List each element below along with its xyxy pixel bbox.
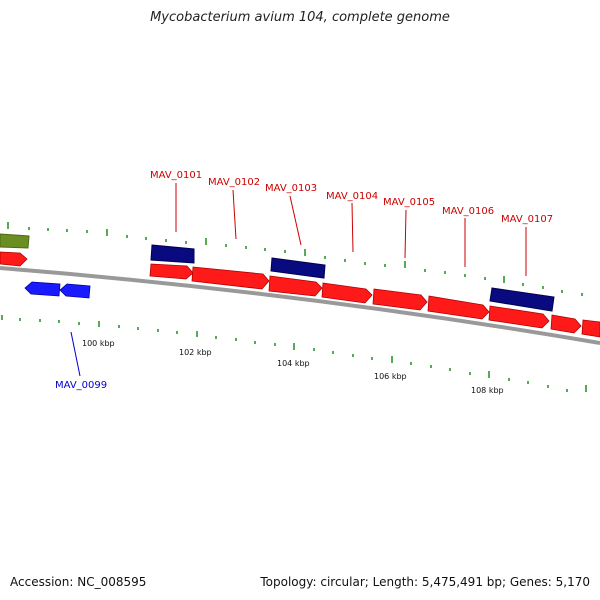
leader-line (289, 195, 302, 246)
accession-text: Accession: NC_008595 (10, 575, 147, 589)
leader-line (404, 209, 407, 259)
leader-line (70, 331, 81, 377)
gene-label-mav-0104[interactable]: MAV_0104 (326, 191, 378, 202)
label-leaders (70, 183, 527, 377)
genome-summary-text: Topology: circular; Length: 5,475,491 bp… (260, 575, 590, 589)
reverse-cds-track (24, 281, 91, 299)
forward-cds-arrow[interactable] (268, 275, 323, 297)
genome-backbone (0, 266, 600, 345)
map-title: Mycobacterium avium 104, complete genome (150, 10, 450, 25)
inner-tick-row (1, 315, 587, 392)
gene-label-mav-0099[interactable]: MAV_0099 (55, 380, 107, 391)
forward-cds-arrow[interactable] (0, 251, 28, 267)
reverse-cds-arrow[interactable] (59, 283, 91, 299)
scale-label-106kbp: 106 kbp (374, 372, 407, 381)
forward-cds-arrow[interactable] (550, 314, 582, 334)
forward-cds-arrow[interactable] (321, 282, 373, 304)
reverse-cds-arrow[interactable] (24, 281, 61, 297)
gene-label-mav-0103[interactable]: MAV_0103 (265, 183, 317, 194)
gene-labels: MAV_0101 MAV_0102 MAV_0103 MAV_0104 MAV_… (55, 170, 553, 391)
gene-label-mav-0102[interactable]: MAV_0102 (208, 177, 260, 188)
leader-line (232, 189, 237, 240)
gene-label-mav-0101[interactable]: MAV_0101 (150, 170, 202, 181)
forward-cds-arrow[interactable] (427, 295, 490, 320)
forward-cds-arrow[interactable] (488, 305, 550, 329)
forward-cds-arrow[interactable] (581, 319, 600, 338)
forward-cds-arrow[interactable] (149, 263, 194, 280)
rna-feature[interactable] (0, 233, 30, 249)
scale-label-100kbp: 100 kbp (82, 339, 115, 348)
gene-label-mav-0106[interactable]: MAV_0106 (442, 206, 494, 217)
scale-label-108kbp: 108 kbp (471, 386, 504, 395)
hit-block[interactable] (489, 287, 555, 312)
forward-cds-arrow[interactable] (191, 266, 270, 290)
forward-cds-track (0, 251, 600, 338)
hit-block[interactable] (270, 257, 326, 279)
outer-tick-row (7, 222, 583, 296)
hit-block[interactable] (150, 244, 195, 264)
scale-label-102kbp: 102 kbp (179, 348, 212, 357)
hit-blocks (150, 244, 555, 312)
forward-cds-arrow[interactable] (372, 288, 428, 311)
gene-label-mav-0105[interactable]: MAV_0105 (383, 197, 435, 208)
leader-line (351, 202, 354, 253)
gene-label-mav-0107[interactable]: MAV_0107 (501, 214, 553, 225)
scale-label-104kbp: 104 kbp (277, 359, 310, 368)
